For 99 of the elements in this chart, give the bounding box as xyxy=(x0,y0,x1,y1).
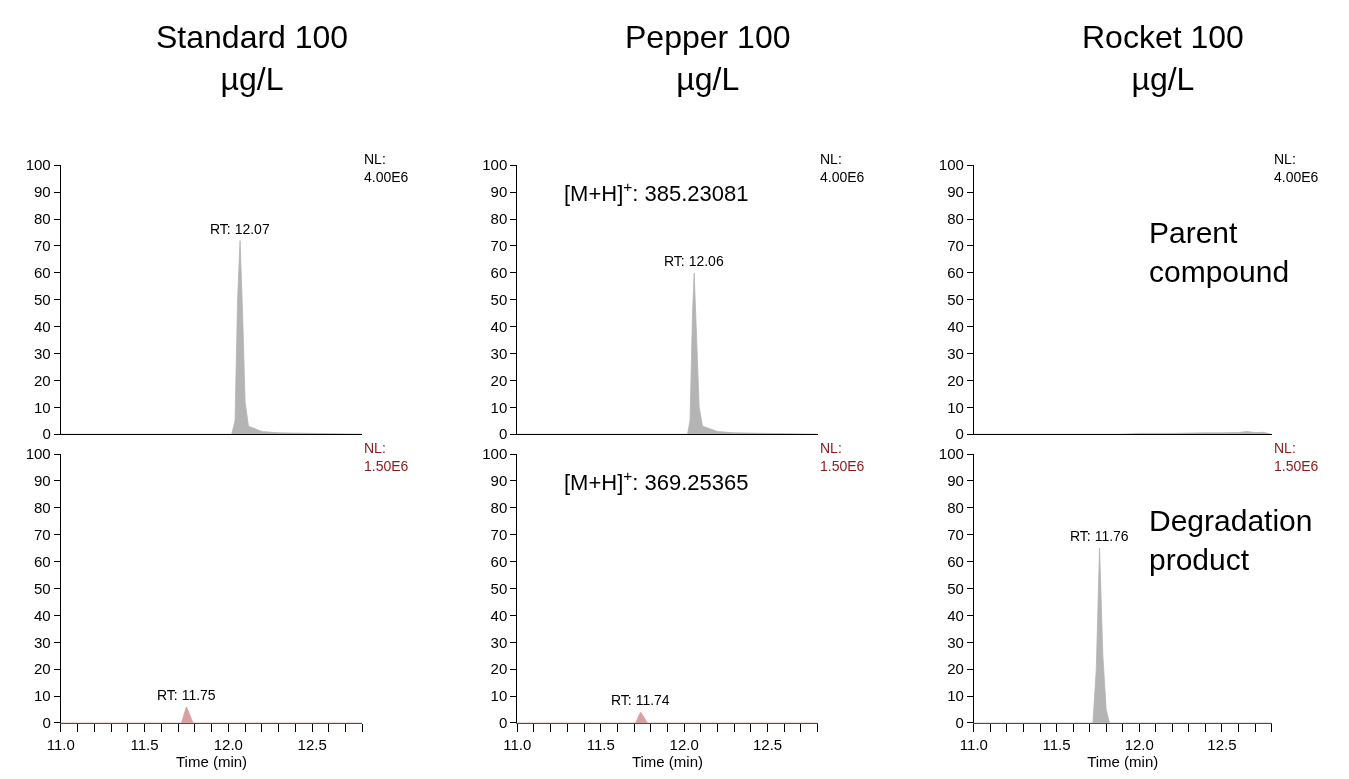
x-tick-label: 11.5 xyxy=(586,735,615,753)
x-tick-label: 11.0 xyxy=(503,735,532,753)
y-tick-label: 100 xyxy=(482,156,508,174)
x-tick-label: 12.5 xyxy=(1207,735,1237,753)
annotation: [M+H]$^{+}$: 385.23081 xyxy=(564,178,749,207)
y-tick-label: 80 xyxy=(947,210,964,228)
chart-title: Rocket 100 µg/L xyxy=(1082,19,1244,97)
y-tick-label: 90 xyxy=(490,183,508,201)
y-tick-label: 70 xyxy=(490,237,508,255)
x-tick-label: 12.0 xyxy=(1124,735,1154,753)
text: NL: 4.00E6 xyxy=(1274,151,1319,186)
y-tick-label: 0 xyxy=(955,714,964,732)
x-tick-label: 12.0 xyxy=(213,735,243,753)
y-tick-label: 50 xyxy=(490,290,508,308)
y-tick-label: 70 xyxy=(947,237,964,255)
annotation: RT: 11.76 xyxy=(1070,528,1129,544)
y-tick-label: 90 xyxy=(947,472,964,490)
y-tick-label: 70 xyxy=(490,525,508,543)
y-tick-label: 40 xyxy=(490,317,508,335)
y-tick-label: 20 xyxy=(947,660,964,678)
y-tick-label: 40 xyxy=(947,317,964,335)
x-tick-label: 12.5 xyxy=(753,735,783,753)
y-tick-label: 80 xyxy=(947,499,964,517)
y-tick-label: 10 xyxy=(947,687,964,705)
x-tick-label: 12.0 xyxy=(669,735,699,753)
y-tick-label: 80 xyxy=(34,499,51,517)
y-tick-label: 10 xyxy=(947,398,964,416)
y-tick-label: 90 xyxy=(947,183,964,201)
y-tick-label: 50 xyxy=(490,579,508,597)
y-tick-label: 50 xyxy=(34,579,51,597)
y-tick-label: 20 xyxy=(34,371,51,389)
annotation: RT: 11.75 xyxy=(157,687,216,703)
y-tick-label: 30 xyxy=(34,633,51,651)
y-tick-label: 10 xyxy=(34,398,51,416)
x-tick-label: 11.5 xyxy=(1042,735,1071,753)
y-tick-label: 50 xyxy=(947,579,964,597)
y-tick-label: 60 xyxy=(34,264,51,282)
y-tick-label: 0 xyxy=(42,714,51,732)
y-tick-label: 10 xyxy=(490,687,508,705)
y-tick-label: 60 xyxy=(490,552,508,570)
y-tick-label: 60 xyxy=(34,552,51,570)
y-tick-label: 50 xyxy=(947,290,964,308)
y-tick-label: 100 xyxy=(25,445,51,463)
chart-title: Standard 100 µg/L xyxy=(156,19,349,97)
text: NL: 1.50E6 xyxy=(364,440,409,475)
y-tick-label: 70 xyxy=(34,525,51,543)
y-tick-label: 10 xyxy=(490,398,508,416)
y-tick-label: 40 xyxy=(34,317,51,335)
y-tick-label: 80 xyxy=(490,499,508,517)
y-tick-label: 70 xyxy=(34,237,51,255)
y-tick-label: 10 xyxy=(34,687,51,705)
y-tick-label: 0 xyxy=(498,714,508,732)
y-tick-label: 30 xyxy=(34,344,51,362)
y-tick-label: 40 xyxy=(34,606,51,624)
text: NL: 1.50E6 xyxy=(820,440,865,475)
y-tick-label: 60 xyxy=(947,552,964,570)
x-tick-label: 11.5 xyxy=(130,735,159,753)
y-tick-label: 80 xyxy=(34,210,51,228)
y-tick-label: 70 xyxy=(947,525,964,543)
annotation: RT: 12.06 xyxy=(664,253,724,269)
annotation: RT: 11.74 xyxy=(611,692,670,708)
y-tick-label: 100 xyxy=(938,156,964,174)
y-tick-label: 60 xyxy=(490,264,508,282)
x-tick-label: 11.0 xyxy=(46,735,75,753)
y-tick-label: 90 xyxy=(34,183,51,201)
x-tick-label: 12.5 xyxy=(297,735,327,753)
y-tick-label: 20 xyxy=(490,371,508,389)
y-tick-label: 0 xyxy=(498,425,508,443)
y-tick-label: 20 xyxy=(490,660,508,678)
text: NL: 4.00E6 xyxy=(820,151,865,186)
y-tick-label: 0 xyxy=(955,425,964,443)
y-tick-label: 20 xyxy=(34,660,51,678)
y-tick-label: 0 xyxy=(42,425,51,443)
annotation: Degradation product xyxy=(1149,504,1313,576)
y-tick-label: 100 xyxy=(938,445,964,463)
y-tick-label: 40 xyxy=(490,606,508,624)
x-tick-label: 11.0 xyxy=(959,735,988,753)
annotation: [M+H]$^{+}$: 369.25365 xyxy=(564,467,749,496)
y-tick-label: 90 xyxy=(34,472,51,490)
y-tick-label: 90 xyxy=(490,472,508,490)
y-tick-label: 60 xyxy=(947,264,964,282)
y-tick-label: 80 xyxy=(490,210,508,228)
chart-title: Pepper 100 µg/L xyxy=(625,19,791,97)
y-tick-label: 30 xyxy=(947,633,964,651)
y-tick-label: 50 xyxy=(34,290,51,308)
annotation: Parent compound xyxy=(1149,216,1290,288)
y-tick-label: 30 xyxy=(490,344,508,362)
annotation: RT: 12.07 xyxy=(210,221,270,237)
y-tick-label: 30 xyxy=(947,344,964,362)
text: NL: 4.00E6 xyxy=(364,151,409,186)
y-tick-label: 40 xyxy=(947,606,964,624)
y-tick-label: 100 xyxy=(25,156,51,174)
y-tick-label: 100 xyxy=(482,445,508,463)
text: NL: 1.50E6 xyxy=(1274,440,1319,475)
x-axis-title: Time (min) xyxy=(176,752,248,770)
x-axis-title: Time (min) xyxy=(1087,752,1159,770)
y-tick-label: 20 xyxy=(947,371,964,389)
x-axis-title: Time (min) xyxy=(631,752,704,770)
y-tick-label: 30 xyxy=(490,633,508,651)
